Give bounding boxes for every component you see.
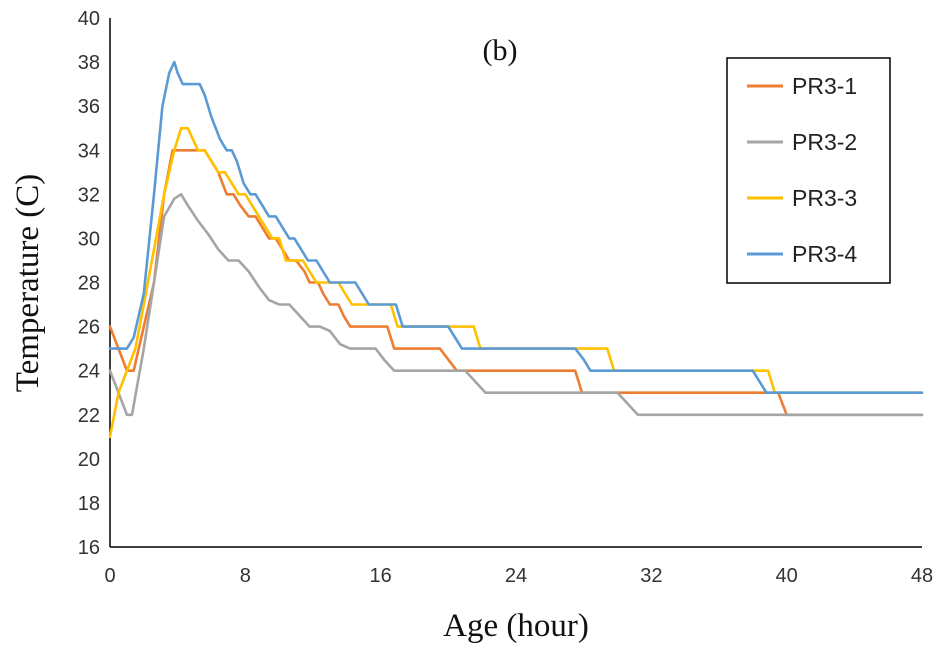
y-tick-label: 24 (78, 361, 100, 383)
legend-items: PR3-1 PR3-2 PR3-3 PR3-4 (747, 73, 857, 267)
series-lines (108, 60, 924, 439)
x-tick-label: 24 (505, 565, 527, 587)
x-tick-labels: 0 8 16 24 32 40 48 (104, 565, 933, 587)
legend: PR3-1 PR3-2 PR3-3 PR3-4 (726, 57, 891, 284)
x-tick-label: 40 (776, 565, 798, 587)
y-tick-label: 20 (78, 449, 100, 471)
legend-label-pr3-1: PR3-1 (792, 73, 857, 99)
y-tick-label: 34 (78, 140, 100, 162)
x-axis-title: Age (hour) (443, 608, 589, 644)
y-tick-label: 30 (78, 228, 100, 250)
legend-label-pr3-4: PR3-4 (792, 241, 857, 267)
y-tick-label: 40 (78, 8, 100, 30)
series-line-pr3-3 (108, 126, 924, 439)
series-line-pr3-2 (108, 193, 924, 417)
legend-box (726, 57, 891, 284)
y-tick-label: 16 (78, 537, 100, 559)
y-tick-label: 22 (78, 405, 100, 427)
y-tick-label: 36 (78, 96, 100, 118)
panel-label: (b) (483, 34, 518, 67)
x-tick-label: 16 (370, 565, 392, 587)
axes (109, 18, 922, 548)
y-tick-label: 32 (78, 184, 100, 206)
y-tick-label: 28 (78, 273, 100, 295)
legend-label-pr3-2: PR3-2 (792, 129, 857, 155)
y-tick-labels: 16 18 20 22 24 26 28 30 32 34 36 38 40 (78, 8, 100, 559)
legend-label-pr3-3: PR3-3 (792, 185, 857, 211)
x-tick-label: 0 (104, 565, 115, 587)
y-tick-label: 38 (78, 52, 100, 74)
x-tick-label: 8 (240, 565, 251, 587)
x-tick-label: 48 (911, 565, 933, 587)
series-line-pr3-4 (108, 60, 924, 394)
x-tick-label: 32 (640, 565, 662, 587)
y-tick-label: 26 (78, 317, 100, 339)
y-axis-title: Temperature (C) (10, 174, 46, 393)
y-tick-label: 18 (78, 493, 100, 515)
